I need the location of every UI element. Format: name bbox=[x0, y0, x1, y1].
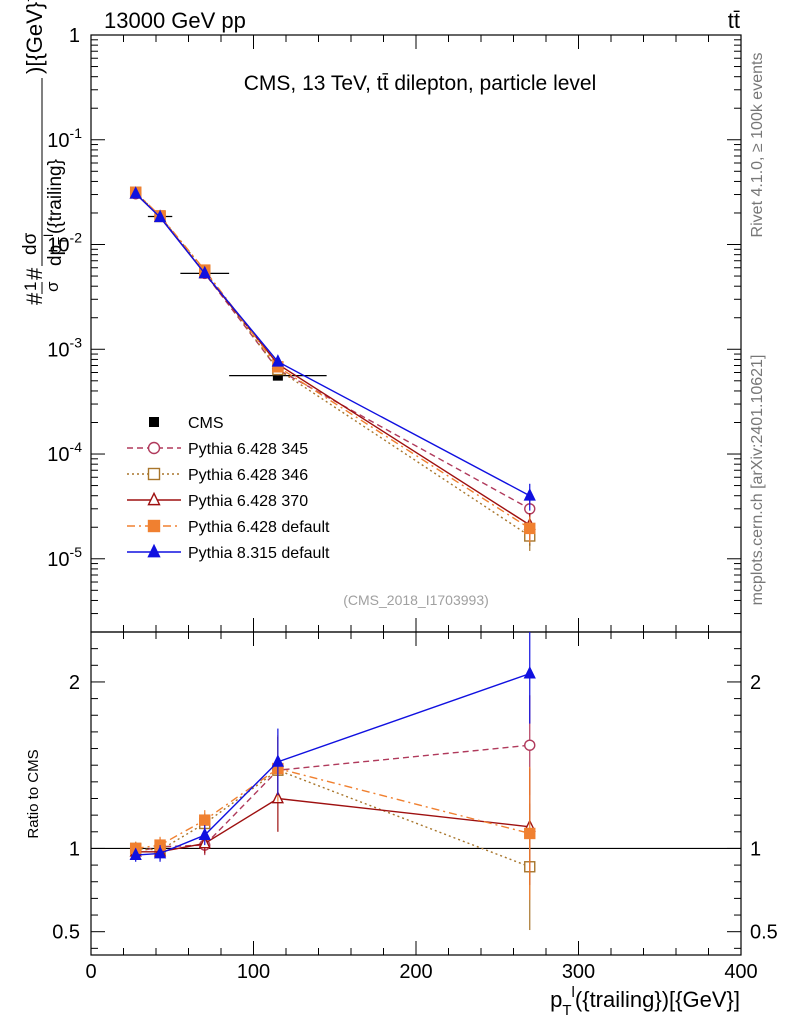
legend-marker bbox=[147, 441, 161, 455]
ratio-series bbox=[91, 632, 741, 931]
ratio-point-pythia-6-428-default bbox=[199, 814, 211, 826]
ratio-y-tick-label-right: 1 bbox=[750, 838, 761, 860]
legend-label: Pythia 6.428 default bbox=[188, 519, 330, 536]
axis-ticks bbox=[90, 34, 742, 955]
y-tick-label: 1 bbox=[69, 25, 80, 47]
legend-label: Pythia 6.428 345 bbox=[188, 441, 308, 458]
ratio-y-tick-label-right: 0.5 bbox=[750, 922, 778, 944]
ratio-y-tick-label-right: 2 bbox=[750, 672, 761, 694]
beam-label: 13000 GeV pp bbox=[104, 8, 246, 33]
legend-label: Pythia 6.428 346 bbox=[188, 467, 308, 484]
mcplots-label: mcplots.cern.ch [arXiv:2401.10621] bbox=[749, 355, 766, 606]
y-label-dp: dpTl({trailing} bbox=[41, 159, 70, 266]
legend-marker bbox=[147, 467, 161, 481]
main-y-axis-label: # 1 σ # dσ dpTl({trailing} )[{GeV}-1] bbox=[19, 0, 70, 305]
chart-title: CMS, 13 TeV, tt̄ dilepton, particle leve… bbox=[244, 72, 597, 95]
series-point-pythia-8-315-default bbox=[198, 265, 211, 279]
y-label-dsigma: dσ bbox=[20, 232, 41, 255]
y-label-sigma: σ bbox=[43, 281, 62, 292]
y-label-unit: )[{GeV}-1] bbox=[19, 0, 47, 74]
legend-label: CMS bbox=[188, 415, 224, 432]
analysis-tag: (CMS_2018_I1703993) bbox=[343, 592, 489, 608]
series-point-pythia-8-315-default bbox=[129, 186, 142, 199]
legend-marker bbox=[147, 519, 161, 533]
legend-label: Pythia 6.428 370 bbox=[188, 493, 308, 510]
ratio-point-pythia-8-315-default bbox=[129, 847, 142, 861]
series-point-pythia-6-428-default bbox=[524, 522, 536, 535]
process-label: tt̄ bbox=[728, 8, 740, 33]
legend-marker bbox=[147, 491, 161, 506]
x-tick-label: 100 bbox=[237, 961, 270, 983]
legend-marker-cms bbox=[149, 417, 159, 427]
y-tick-label: 10-2 bbox=[47, 230, 82, 257]
ratio-point-pythia-6-428-345 bbox=[524, 739, 536, 751]
rivet-version-label: Rivet 4.1.0, ≥ 100k events bbox=[749, 53, 766, 238]
ratio-point-pythia-6-428-default bbox=[524, 827, 536, 840]
main-series bbox=[129, 186, 536, 551]
y-tick-label: 10-3 bbox=[47, 334, 82, 361]
series-point-pythia-8-315-default bbox=[271, 354, 284, 367]
legend: CMS Pythia 6.428 345 Pythia 6.428 346 Pythi… bbox=[127, 415, 330, 562]
ratio-y-tick-label: 1 bbox=[69, 838, 80, 860]
ratio-point-pythia-8-315-default bbox=[153, 845, 167, 859]
ratio-point-pythia-8-315-default bbox=[523, 666, 536, 679]
series-point-pythia-8-315-default bbox=[153, 209, 167, 223]
ratio-point-pythia-8-315-default bbox=[271, 754, 284, 767]
x-tick-label: 400 bbox=[724, 961, 757, 983]
ratio-y-axis-label: Ratio to CMS bbox=[25, 749, 42, 838]
ratio-y-tick-label: 2 bbox=[69, 672, 80, 694]
ratio-y-tick-label: 0.5 bbox=[52, 922, 80, 944]
ratio-point-pythia-8-315-default bbox=[198, 827, 211, 841]
series-point-pythia-8-315-default bbox=[523, 488, 536, 501]
series-line-pythia-6-428-default bbox=[135, 191, 531, 529]
legend-marker bbox=[147, 543, 161, 558]
legend-label: Pythia 8.315 default bbox=[188, 545, 330, 562]
y-label-prefix: # bbox=[22, 292, 47, 305]
y-label-one: 1 bbox=[21, 282, 40, 291]
cms-data-point bbox=[272, 370, 283, 381]
x-tick-label: 300 bbox=[562, 961, 595, 983]
x-tick-label: 0 bbox=[85, 961, 96, 983]
y-label-hash: # bbox=[22, 267, 47, 280]
x-tick-label: 200 bbox=[399, 961, 432, 983]
